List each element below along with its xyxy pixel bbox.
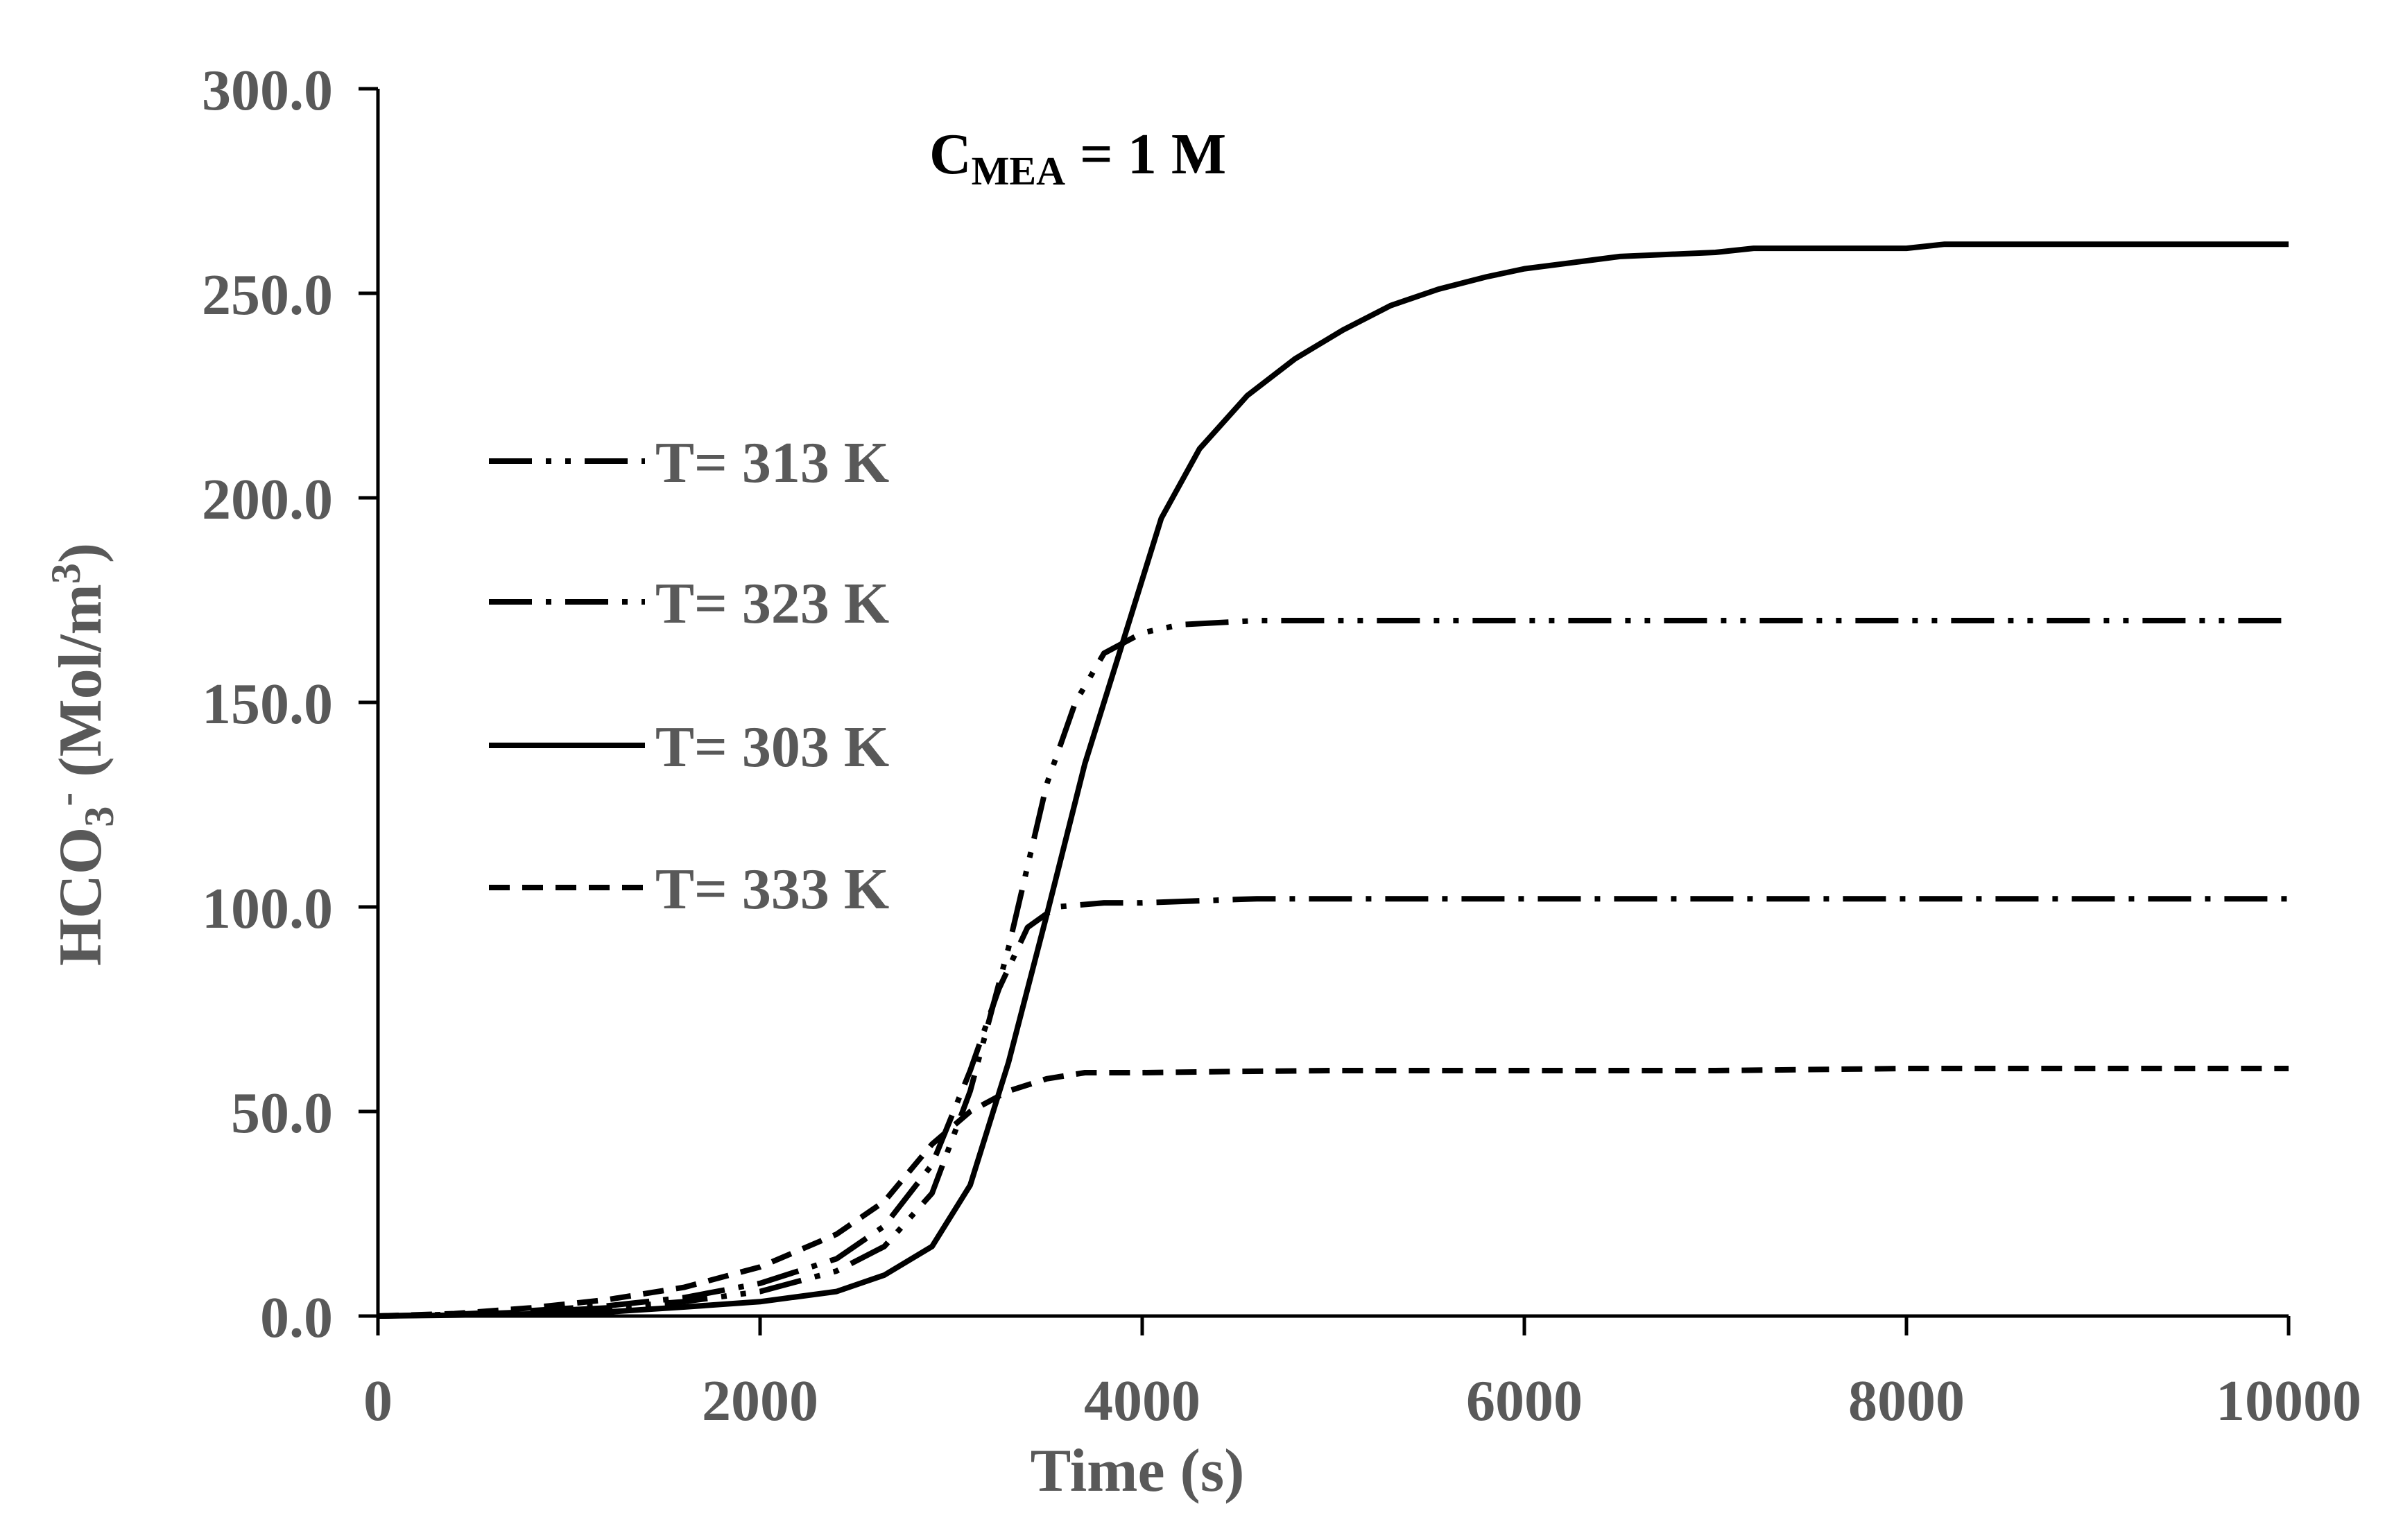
annotation-subscript: MEA — [972, 148, 1065, 193]
x-axis-title: Time (s) — [1031, 1437, 1245, 1505]
y-title-unit-close: ) — [47, 543, 114, 563]
x-ticks: 0 2000 4000 6000 8000 10000 — [363, 1316, 2361, 1433]
series-line-303k — [377, 241, 2289, 1319]
y-axis-title: HCO3- (Mol/m3) — [43, 543, 122, 966]
annotation-rest: = 1 M — [1065, 122, 1226, 187]
y-tick-label: 200.0 — [202, 467, 333, 532]
x-tick-label: 8000 — [1848, 1369, 1965, 1433]
y-tick-label: 0.0 — [260, 1286, 333, 1350]
y-tick-label: 150.0 — [202, 672, 333, 736]
x-tick-label: 0 — [363, 1369, 393, 1433]
annotation-main: C — [929, 122, 972, 187]
legend-label: T= 303 K — [655, 715, 889, 779]
series-line-323k — [377, 896, 2289, 1319]
x-tick-label: 6000 — [1466, 1369, 1583, 1433]
series-line-313k — [377, 618, 2289, 1319]
legend-label: T= 313 K — [655, 431, 889, 495]
y-title-sup: - — [43, 793, 89, 806]
legend-label: T= 333 K — [655, 857, 889, 922]
x-tick-label: 2000 — [702, 1369, 818, 1433]
y-ticks: 0.0 50.0 100.0 150.0 200.0 250.0 300.0 — [202, 58, 378, 1350]
legend-label: T= 323 K — [655, 571, 889, 636]
series-layer — [377, 241, 2289, 1319]
y-title-sub: 3 — [76, 806, 122, 827]
y-tick-label: 300.0 — [202, 58, 333, 123]
concentration-annotation: CMEA = 1 M — [929, 122, 1226, 193]
y-tick-label: 250.0 — [202, 263, 333, 327]
y-title-unit-open: (Mol/m — [47, 584, 114, 793]
legend: T= 313 K T= 323 K T= 303 K T= 333 K — [489, 431, 889, 922]
x-tick-label: 4000 — [1084, 1369, 1200, 1433]
y-tick-label: 50.0 — [231, 1081, 333, 1145]
y-title-base: HCO — [47, 827, 114, 966]
x-tick-label: 10000 — [2216, 1369, 2361, 1433]
series-line-333k — [377, 1066, 2289, 1319]
y-title-unit-sup: 3 — [43, 563, 89, 584]
y-tick-label: 100.0 — [202, 876, 333, 941]
